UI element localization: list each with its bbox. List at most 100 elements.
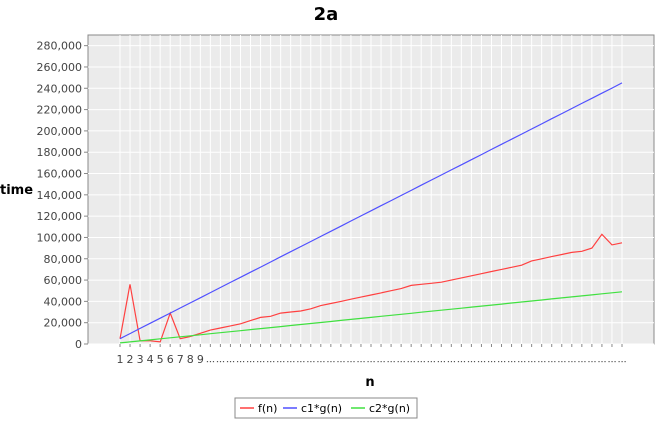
y-tick-label: 60,000 (44, 274, 83, 287)
x-tick-label-overflow (226, 361, 229, 363)
x-tick-label: 2 (127, 353, 134, 366)
y-tick-label: 260,000 (37, 61, 83, 74)
x-tick-label-overflow (377, 361, 379, 363)
series-line-0 (119, 233, 623, 343)
x-tick-label-overflow (504, 361, 506, 363)
x-tick-label: 3 (137, 353, 144, 366)
x-tick-label-overflow (260, 361, 262, 363)
x-tick-label-overflow (400, 361, 402, 363)
x-tick-label-overflow (370, 361, 372, 363)
x-tick-label-overflow (383, 361, 385, 363)
x-tick-label-overflow (290, 361, 292, 363)
x-tick-label-overflow (588, 361, 590, 363)
legend: f(n) c1*g(n) c2*g(n) (234, 397, 418, 419)
x-tick-label-overflow (247, 361, 249, 363)
x-tick-label-overflow (323, 361, 325, 363)
x-tick-label-overflow (337, 361, 339, 363)
x-tick-label-overflow (287, 361, 289, 363)
x-tick-label: 1 (117, 353, 124, 366)
y-tick-label: 240,000 (37, 82, 83, 95)
x-tick-label-overflow (551, 361, 553, 363)
x-tick-label-overflow (427, 361, 429, 363)
x-tick-label-overflow (347, 361, 349, 363)
x-tick-label-overflow (611, 361, 613, 363)
x-tick-label-overflow (380, 361, 382, 363)
x-tick-label-overflow (343, 361, 345, 363)
x-tick-label-overflow (508, 361, 510, 363)
x-tick-label-overflow (511, 361, 513, 363)
x-tick-label-overflow (457, 361, 460, 363)
y-tick-label: 100,000 (37, 231, 83, 244)
x-tick-label-overflow (423, 361, 425, 363)
x-tick-label-overflow (410, 361, 412, 363)
x-tick-label-overflow (598, 361, 600, 363)
y-tick-label: 40,000 (44, 295, 83, 308)
x-tick-label-overflow (490, 361, 493, 363)
x-tick-label-overflow (293, 361, 295, 363)
x-tick-label-overflow (229, 361, 232, 363)
x-tick-label-overflow (477, 361, 480, 363)
x-tick-label-overflow (222, 361, 225, 363)
x-tick-label-overflow (601, 361, 603, 363)
x-tick-label-overflow (390, 361, 392, 363)
x-tick-label-overflow (420, 361, 422, 363)
x-tick-label-overflow (501, 361, 503, 363)
x-tick-label-overflow (571, 361, 573, 363)
x-tick-label-overflow (521, 361, 523, 363)
x-tick-label: 8 (187, 353, 194, 366)
legend-entry: f(n) (258, 402, 277, 415)
x-tick-label: 9 (197, 353, 204, 366)
series-line-2 (119, 291, 623, 344)
x-tick-label-overflow (430, 361, 432, 363)
x-tick-label-overflow (232, 361, 235, 363)
x-tick-label-overflow (277, 361, 279, 363)
x-tick-label-overflow (360, 361, 362, 363)
x-tick-label: 5 (157, 353, 164, 366)
x-tick-label-overflow (480, 361, 483, 363)
x-tick-label-overflow (353, 361, 355, 363)
x-tick-label-overflow (209, 361, 212, 363)
x-tick-label-overflow (283, 361, 285, 363)
x-tick-label-overflow (330, 361, 332, 363)
x-tick-label-overflow (450, 361, 453, 363)
x-tick-label-overflow (313, 361, 315, 363)
x-tick-label-overflow (310, 361, 312, 363)
x-tick-label-overflow (350, 361, 352, 363)
x-tick-label-overflow (297, 361, 299, 363)
x-tick-label-overflow (531, 361, 533, 363)
legend-entry: c1*g(n) (301, 402, 342, 415)
x-tick-label-overflow (524, 361, 526, 363)
x-tick-label-overflow (483, 361, 486, 363)
x-tick-label-overflow (544, 361, 546, 363)
x-tick-label-overflow (621, 361, 623, 363)
x-tick-label-overflow (624, 361, 626, 363)
x-tick-label-overflow (327, 361, 329, 363)
legend-box (234, 397, 418, 419)
x-tick-label-overflow (363, 361, 365, 363)
x-tick-label-overflow (253, 361, 255, 363)
x-tick-label-overflow (581, 361, 583, 363)
x-tick-label-overflow (528, 361, 530, 363)
y-tick-label: 120,000 (37, 210, 83, 223)
x-tick-label-overflow (568, 361, 570, 363)
x-tick-label-overflow (393, 361, 395, 363)
x-tick-label-overflow (608, 361, 610, 363)
x-tick-label-overflow (453, 361, 456, 363)
x-tick-label-overflow (367, 361, 369, 363)
y-tick-label: 220,000 (37, 104, 83, 117)
x-tick-label-overflow (554, 361, 556, 363)
x-tick-label-overflow (460, 361, 463, 363)
x-tick-label-overflow (320, 361, 322, 363)
y-tick-label: 0 (75, 338, 82, 351)
x-tick-label-overflow (303, 361, 305, 363)
x-tick-label-overflow (541, 361, 543, 363)
x-tick-label-overflow (534, 361, 536, 363)
y-tick-label: 80,000 (44, 253, 83, 266)
y-tick-label: 160,000 (37, 168, 83, 181)
x-tick-label-overflow (578, 361, 580, 363)
x-tick-label-overflow (467, 361, 470, 363)
x-tick-label-overflow (498, 361, 500, 363)
x-tick-label-overflow (267, 361, 269, 363)
x-tick-label-overflow (574, 361, 576, 363)
